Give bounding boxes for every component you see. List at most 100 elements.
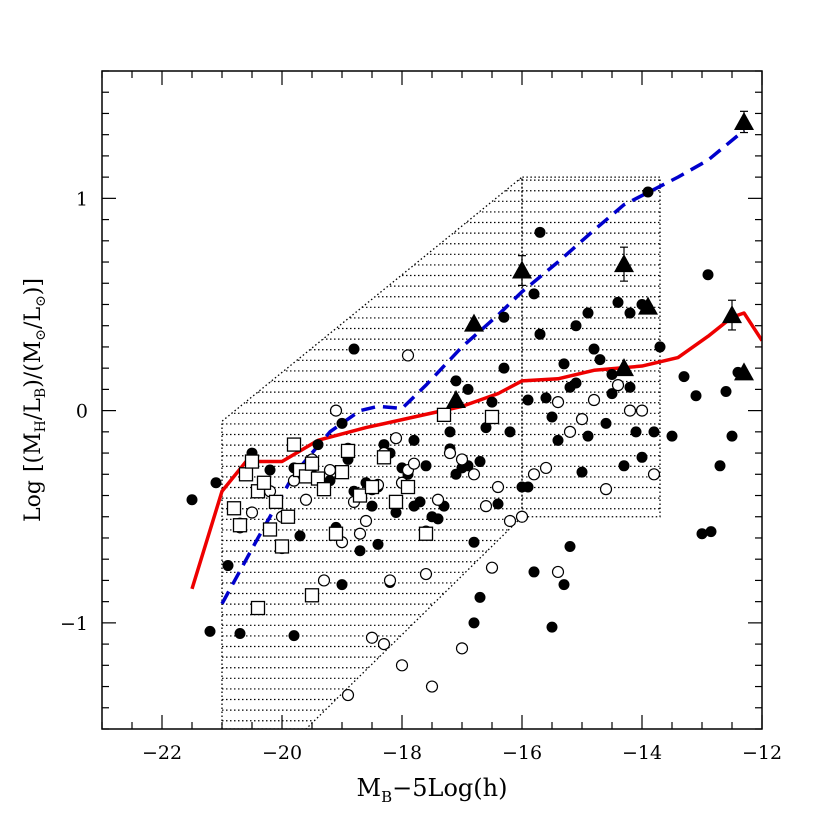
filled-circle-point [624, 307, 636, 319]
open-circle-point [587, 393, 601, 407]
open-circle-point [485, 561, 499, 574]
y-tick-label: 1 [76, 188, 88, 210]
open-square-point [340, 443, 356, 459]
filled-circle-point [624, 381, 636, 393]
axis-ticks: −22 −20 −18 −16 −14 −12 −1 0 1 [60, 70, 782, 764]
y-axis-label: Log[(MH/LB)/(M⊙/L⊙)] [21, 278, 49, 522]
open-circle-point [365, 631, 379, 644]
filled-circle-point [390, 506, 402, 518]
filled-circle-point [576, 466, 588, 478]
open-circle-point [407, 457, 421, 470]
filled-circle-point [618, 460, 630, 472]
open-circle-point [635, 404, 649, 417]
open-circle-point [503, 514, 517, 528]
filled-circle-point [504, 426, 516, 438]
open-circle-point [425, 680, 439, 693]
filled-circle-point [564, 540, 576, 552]
open-square-point [286, 437, 302, 452]
filled-triangle-point [512, 260, 532, 279]
open-circle-point [419, 567, 433, 581]
open-circle-point [245, 506, 259, 519]
open-square-point [352, 488, 368, 503]
filled-circle-point [354, 545, 366, 557]
filled-circle-point [366, 500, 378, 512]
filled-circle-point [474, 456, 486, 468]
open-square-point [376, 450, 392, 465]
filled-circle-point [432, 513, 444, 525]
filled-circle-point [630, 426, 642, 438]
hatch-lines [522, 179, 660, 510]
filled-circle-point [546, 411, 558, 423]
filled-circle-point [210, 477, 222, 489]
open-circle-point [467, 468, 481, 481]
filled-circle-point [522, 481, 534, 493]
open-circle-point [455, 642, 469, 655]
open-circle-point [479, 500, 493, 513]
open-square-point [436, 407, 452, 423]
filled-circle-point [378, 439, 390, 451]
filled-circle-point [678, 371, 690, 383]
open-square-point [388, 494, 404, 510]
filled-circle-point [498, 362, 510, 374]
filled-triangle-point [734, 111, 754, 130]
filled-triangle-point [464, 313, 484, 332]
open-circle-point [455, 453, 469, 466]
filled-circle-point [288, 630, 300, 642]
open-circle-point [539, 461, 553, 475]
filled-circle-point [498, 311, 510, 323]
open-square-point [274, 539, 290, 554]
filled-circle-point [696, 528, 708, 540]
filled-circle-point [234, 627, 246, 639]
x-tick-label: −16 [502, 742, 542, 764]
open-circle-point [563, 425, 577, 438]
open-circle-point [401, 349, 415, 362]
filled-triangle-point [446, 390, 466, 408]
x-tick-label: −22 [142, 742, 182, 764]
filled-circle-point [492, 498, 504, 510]
filled-circle-point [594, 354, 606, 366]
filled-circle-point [348, 343, 360, 355]
filled-circle-point [336, 417, 348, 429]
filled-circle-point [600, 417, 612, 429]
filled-circle-point [570, 320, 582, 332]
filled-circle-point [606, 369, 618, 381]
open-circle-point [395, 659, 409, 672]
open-circle-point [389, 432, 403, 445]
open-circle-point [341, 688, 355, 702]
open-circle-point [359, 514, 373, 528]
filled-circle-point [336, 579, 348, 591]
x-tick-label: −20 [262, 742, 302, 764]
filled-circle-point [462, 383, 474, 395]
filled-circle-point [558, 579, 570, 591]
open-circle-point [527, 468, 541, 481]
filled-circle-point [312, 439, 324, 451]
open-circle-point [377, 637, 391, 651]
open-square-point [232, 518, 248, 533]
filled-triangle-point [638, 296, 658, 315]
filled-circle-point [528, 566, 540, 578]
filled-circle-point [588, 343, 600, 355]
open-square-point [304, 588, 320, 603]
open-circle-point [623, 404, 637, 417]
filled-circle-point [480, 422, 492, 434]
open-square-point [298, 469, 314, 484]
filled-circle-point [294, 530, 306, 542]
open-square-point [484, 409, 500, 425]
x-axis-label: MB−5Log(h) [357, 774, 508, 806]
filled-triangle-point [614, 254, 634, 273]
open-square-point [400, 479, 416, 495]
filled-circle-point [720, 386, 732, 398]
filled-circle-point [714, 460, 726, 472]
open-circle-point [383, 574, 397, 587]
filled-circle-point [372, 538, 384, 550]
open-circle-point [491, 480, 505, 494]
filled-circle-point [642, 186, 654, 198]
open-square-point [334, 465, 350, 480]
filled-circle-point [636, 451, 648, 463]
filled-circle-point [474, 591, 486, 603]
filled-circle-point [450, 468, 462, 480]
filled-triangle-point [722, 305, 742, 324]
open-circle-point [431, 493, 445, 506]
hatched-region [221, 175, 661, 729]
